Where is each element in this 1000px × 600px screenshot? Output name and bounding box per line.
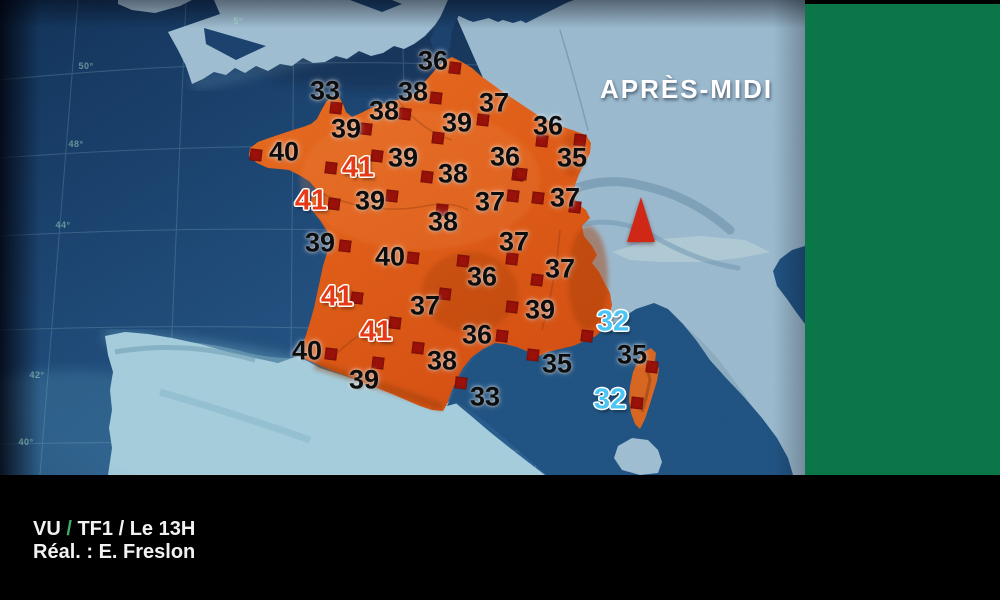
temp-label: 35 bbox=[556, 142, 588, 173]
temp-label: 37 bbox=[409, 290, 441, 321]
credits-block: VU / TF1 / Le 13H Réal. : E. Freslon bbox=[33, 518, 195, 564]
temp-label: 41 bbox=[359, 315, 393, 348]
station-marker bbox=[249, 148, 263, 162]
temp-label: 35 bbox=[541, 348, 573, 379]
temp-label: 38 bbox=[437, 158, 469, 189]
temp-label: 40 bbox=[291, 335, 323, 366]
temp-label: 37 bbox=[498, 226, 530, 257]
station-marker bbox=[505, 300, 519, 314]
station-marker bbox=[411, 341, 425, 355]
station-marker bbox=[454, 376, 468, 390]
station-marker bbox=[420, 170, 434, 184]
temp-label: 41 bbox=[341, 151, 375, 184]
grid-label: 40° bbox=[18, 437, 34, 447]
temp-label: 39 bbox=[524, 294, 556, 325]
temp-label: 39 bbox=[304, 227, 336, 258]
temp-label: 36 bbox=[489, 141, 521, 172]
red-triangle-pointer bbox=[627, 197, 655, 242]
station-marker bbox=[324, 347, 338, 361]
temp-label: 40 bbox=[374, 241, 406, 272]
temp-label: 33 bbox=[469, 381, 501, 412]
credits-vu: VU bbox=[33, 518, 61, 540]
temp-label: 36 bbox=[466, 261, 498, 292]
temp-label: 39 bbox=[441, 107, 473, 138]
station-marker bbox=[448, 61, 462, 75]
temp-label: 39 bbox=[387, 142, 419, 173]
credits-slash: / bbox=[113, 518, 130, 540]
temp-label: 38 bbox=[368, 95, 400, 126]
temp-label: 39 bbox=[354, 185, 386, 216]
grid-label: 48° bbox=[68, 139, 84, 149]
credits-line1: VU / TF1 / Le 13H bbox=[33, 518, 195, 541]
temp-label: 40 bbox=[268, 136, 300, 167]
period-title: APRÈS-MIDI bbox=[600, 74, 774, 104]
map-labels-layer: APRÈS-MIDI 36 33 38 37 38 39 39 36 40 41 39 36 35 41 3… bbox=[18, 16, 774, 447]
temp-label: 37 bbox=[474, 186, 506, 217]
credits-slash-green: / bbox=[60, 518, 78, 540]
station-marker bbox=[526, 348, 540, 362]
station-marker bbox=[580, 329, 594, 343]
credits-line2: Réal. : E. Freslon bbox=[33, 541, 196, 563]
station-marker bbox=[327, 197, 341, 211]
weather-map: APRÈS-MIDI 36 33 38 37 38 39 39 36 40 41 39 36 35 41 3… bbox=[0, 0, 805, 475]
station-marker bbox=[630, 396, 644, 410]
station-marker bbox=[530, 273, 544, 287]
grid-label: 5° bbox=[233, 16, 243, 26]
temp-label: 39 bbox=[330, 113, 362, 144]
station-marker bbox=[645, 360, 659, 374]
grid-label: 42° bbox=[29, 370, 45, 380]
temp-label: 37 bbox=[478, 87, 510, 118]
temp-label: 33 bbox=[309, 75, 341, 106]
temp-label: 37 bbox=[549, 182, 581, 213]
credits-channel: TF1 bbox=[77, 518, 114, 540]
station-marker bbox=[495, 329, 509, 343]
green-side-panel bbox=[805, 4, 1000, 475]
temp-label: 41 bbox=[320, 280, 354, 313]
station-marker bbox=[531, 191, 545, 205]
station-marker bbox=[506, 189, 520, 203]
station-marker bbox=[385, 189, 399, 203]
temp-label: 32 bbox=[593, 383, 627, 416]
temp-label: 37 bbox=[544, 253, 576, 284]
temp-label: 35 bbox=[616, 339, 648, 370]
temp-label: 38 bbox=[427, 206, 459, 237]
station-marker bbox=[406, 251, 420, 265]
grid-label: 50° bbox=[78, 61, 94, 71]
temp-label: 36 bbox=[461, 319, 493, 350]
temp-label: 38 bbox=[397, 76, 429, 107]
station-marker bbox=[429, 91, 443, 105]
credits-program: Le 13H bbox=[129, 518, 196, 540]
bottom-black-bar bbox=[0, 475, 1000, 600]
grid-label: 44° bbox=[55, 220, 71, 230]
station-marker bbox=[398, 107, 412, 121]
temp-label: 39 bbox=[348, 364, 380, 395]
temp-label: 38 bbox=[426, 345, 458, 376]
station-marker bbox=[324, 161, 338, 175]
station-marker bbox=[438, 287, 452, 301]
temp-label: 36 bbox=[417, 45, 449, 76]
temp-label: 32 bbox=[596, 305, 630, 338]
temp-label: 41 bbox=[294, 184, 328, 217]
temp-label: 36 bbox=[532, 110, 564, 141]
station-marker bbox=[338, 239, 352, 253]
